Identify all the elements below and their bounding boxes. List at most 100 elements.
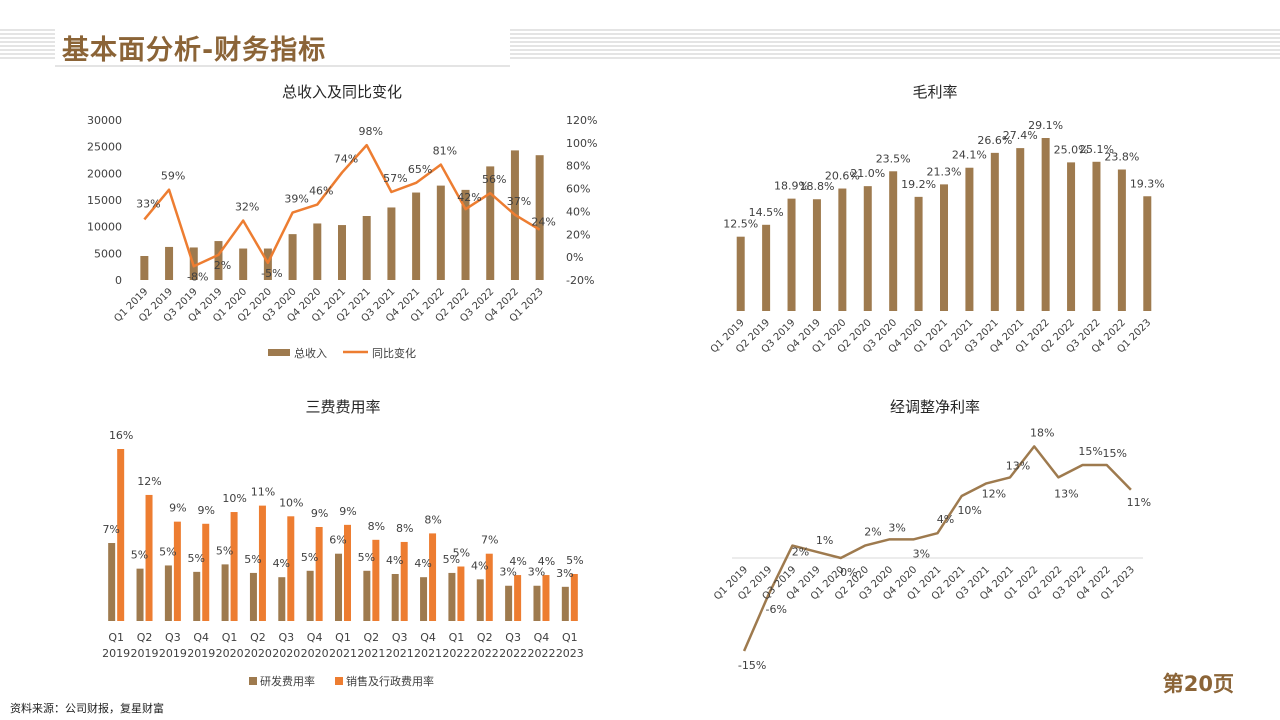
chart3-label-sga: 8% [424, 513, 441, 526]
chart1-ytick-left: 25000 [87, 141, 122, 154]
chart4-point-label: 13% [1054, 487, 1078, 500]
chart2-bar [812, 199, 821, 311]
chart3-label-sga: 10% [222, 492, 246, 505]
chart2-bar [838, 188, 847, 311]
chart4-point-label: 11% [1127, 496, 1151, 509]
chart1-yoy-label: 57% [383, 172, 407, 185]
chart3-bar-sga [429, 533, 437, 621]
chart3-label-rd: 4% [273, 557, 290, 570]
chart1-bar [436, 185, 445, 280]
chart1-bar [535, 155, 544, 280]
chart2-bar [965, 167, 974, 311]
chart4-point-label: 18% [1030, 426, 1054, 439]
chart3-xtick-quarter: Q1 [449, 631, 465, 644]
chart3-bar-sga [457, 566, 465, 621]
chart3-xtick-quarter: Q2 [477, 631, 493, 644]
chart2-bar [1041, 138, 1050, 311]
chart3-bar-rd [391, 573, 399, 621]
chart1-title: 总收入及同比变化 [282, 83, 402, 101]
chart3-bar-sga [542, 575, 550, 621]
chart2-bar [1143, 196, 1152, 311]
chart3-label-rd: 5% [301, 551, 318, 564]
chart2-bar-label: 18.9% [774, 180, 809, 193]
legend-label-rd: 研发费用率 [260, 674, 315, 688]
chart2-bar-label: 12.5% [723, 218, 758, 231]
chart3-label-rd: 4% [386, 554, 403, 567]
chart3-bar-rd [278, 577, 286, 621]
chart3-bar-sga [315, 526, 323, 621]
chart1-ytick-right: 40% [566, 205, 590, 218]
chart3-label-sga: 11% [251, 486, 275, 499]
chart3-xtick-year: 2019 [187, 647, 215, 660]
chart1-bar [461, 189, 470, 280]
chart3-bar-sga [117, 449, 125, 621]
chart3-label-rd: 4% [414, 557, 431, 570]
chart3-xtick-year: 2020 [272, 647, 300, 660]
chart3-bar-sga [258, 505, 266, 621]
chart1-ytick-right: 0% [566, 251, 583, 264]
chart3-xtick-quarter: Q4 [307, 631, 323, 644]
chart4-point-label: 10% [957, 504, 981, 517]
chart3-xtick-quarter: Q2 [137, 631, 153, 644]
chart4-point-label: 15% [1103, 447, 1127, 460]
chart2-bar-label: 25.1% [1079, 143, 1114, 156]
chart2-bar-label: 27.4% [1003, 129, 1038, 142]
chart2-bar [914, 196, 923, 311]
chart3-xtick-quarter: Q3 [165, 631, 181, 644]
chart3-label-rd: 4% [471, 559, 488, 572]
chart2-bar [1067, 162, 1076, 311]
chart1-ytick-right: 100% [566, 137, 597, 150]
chart3-xtick-quarter: Q4 [534, 631, 550, 644]
chart1-ytick-left: 5000 [94, 247, 122, 260]
chart3-xtick-quarter: Q1 [562, 631, 578, 644]
chart3-xtick-year: 2021 [414, 647, 442, 660]
chart3-bar-sga [202, 523, 210, 621]
chart1-yoy-label: 2% [214, 259, 231, 272]
chart3-label-rd: 5% [216, 544, 233, 557]
chart2-bar-label: 19.2% [901, 178, 936, 191]
chart3-label-rd: 5% [244, 553, 261, 566]
chart3-bar-sga [287, 516, 295, 621]
chart1-ytick-right: 20% [566, 228, 590, 241]
chart3-label-rd: 5% [131, 549, 148, 562]
chart1-yoy-label: -8% [187, 270, 208, 283]
chart1-ytick-right: -20% [566, 274, 594, 287]
legend-swatch-sga [335, 677, 343, 685]
chart3-xtick-year: 2021 [357, 647, 385, 660]
chart1-bar [288, 234, 297, 280]
chart1-bar [412, 192, 421, 280]
chart3-bar-sga [400, 541, 408, 621]
chart3-label-rd: 5% [159, 545, 176, 558]
chart1-yoy-label: 33% [136, 197, 160, 210]
chart1-ytick-left: 10000 [87, 221, 122, 234]
chart3-xtick-year: 2020 [244, 647, 272, 660]
chart3-bar-rd [335, 553, 342, 621]
chart3-label-rd: 3% [556, 567, 573, 580]
chart2-bar-label: 20.6% [825, 170, 860, 183]
legend-label-revenue: 总收入 [294, 346, 327, 360]
chart2-bar [863, 186, 872, 311]
chart4-point-label: -15% [738, 659, 766, 672]
chart2-bar-label: 29.1% [1028, 119, 1063, 132]
chart3-label-rd: 3% [499, 566, 516, 579]
chart4-line [742, 445, 1132, 652]
chart1-yoy-label: -5% [261, 267, 282, 280]
chart1-bar [263, 248, 272, 280]
chart2-bar [889, 171, 898, 311]
charts-canvas: 总收入及同比变化 0 5000 10000 15000 20000 25000 30000 -2… [87, 83, 1165, 688]
chart4-point-label: 4% [937, 513, 954, 526]
chart3-label-sga: 9% [198, 504, 215, 517]
chart1-ytick-right: 60% [566, 183, 590, 196]
chart3-label-sga: 5% [566, 554, 583, 567]
chart3-bar-rd [136, 568, 144, 621]
chart3-bar-rd [164, 565, 172, 621]
chart1-ytick-right: 120% [566, 114, 597, 127]
chart4-point-label: 2% [792, 546, 809, 559]
chart3-xtick-year: 2023 [556, 647, 584, 660]
chart3-bar-sga [173, 521, 181, 621]
chart3-label-rd: 5% [188, 552, 205, 565]
chart3-label-sga: 4% [538, 555, 555, 568]
chart3-label-sga: 9% [339, 505, 356, 518]
chart1-yoy-label: 42% [457, 191, 481, 204]
chart2-bar-label: 21.0% [850, 167, 885, 180]
